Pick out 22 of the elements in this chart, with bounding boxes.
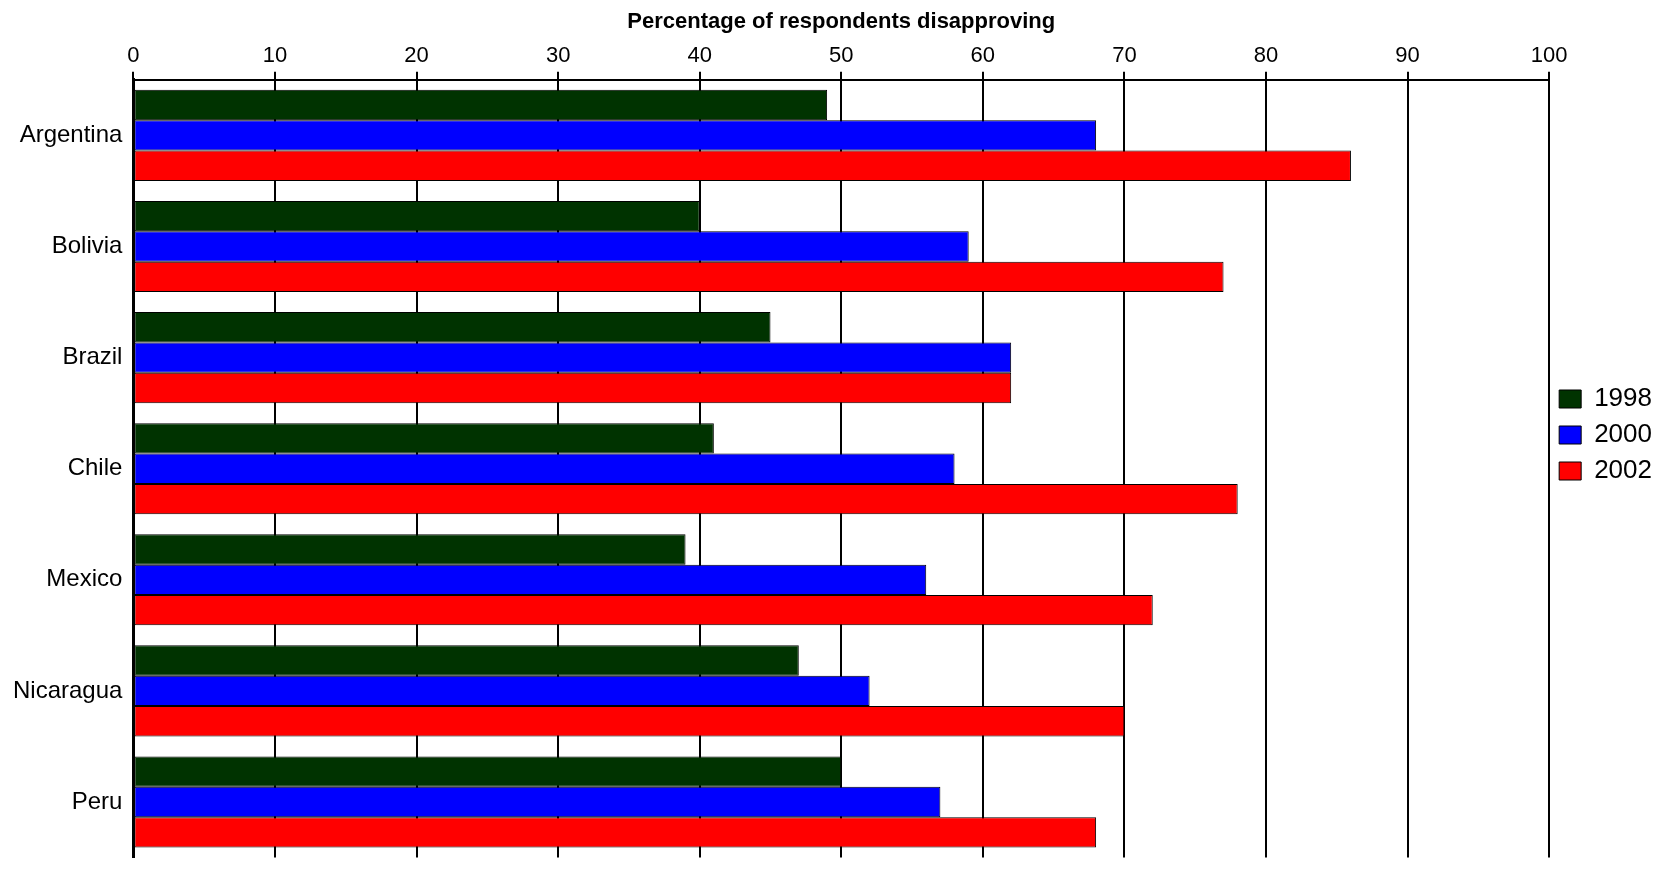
legend-label: 2000 — [1594, 418, 1652, 449]
y-tick-label: Argentina — [19, 119, 124, 147]
x-tick-label: 80 — [1253, 41, 1279, 67]
x-tick-label: 40 — [687, 41, 712, 67]
x-tick-label: 70 — [1112, 41, 1137, 67]
x-tick-label: 60 — [970, 41, 996, 67]
y-tick-label: Chile — [67, 453, 123, 481]
y-tick-label: Peru — [71, 786, 123, 814]
y-tick-label: Mexico — [46, 564, 123, 592]
legend-label: 2002 — [1594, 454, 1652, 485]
x-tick-label: 20 — [404, 41, 429, 67]
x-tick-label: 100 — [1530, 41, 1568, 67]
y-tick-label: Brazil — [62, 342, 123, 370]
x-tick-label: 0 — [127, 41, 140, 67]
x-tick-label: 90 — [1395, 41, 1420, 67]
x-tick-label: 50 — [829, 41, 854, 67]
x-tick-label: 30 — [545, 41, 571, 67]
x-tick-label: 10 — [262, 41, 288, 67]
x-axis-title: Percentage of respondents disapproving — [627, 8, 1056, 34]
legend-label: 1998 — [1594, 382, 1652, 413]
y-tick-label: Nicaragua — [12, 675, 124, 703]
y-tick-label: Bolivia — [51, 231, 124, 259]
